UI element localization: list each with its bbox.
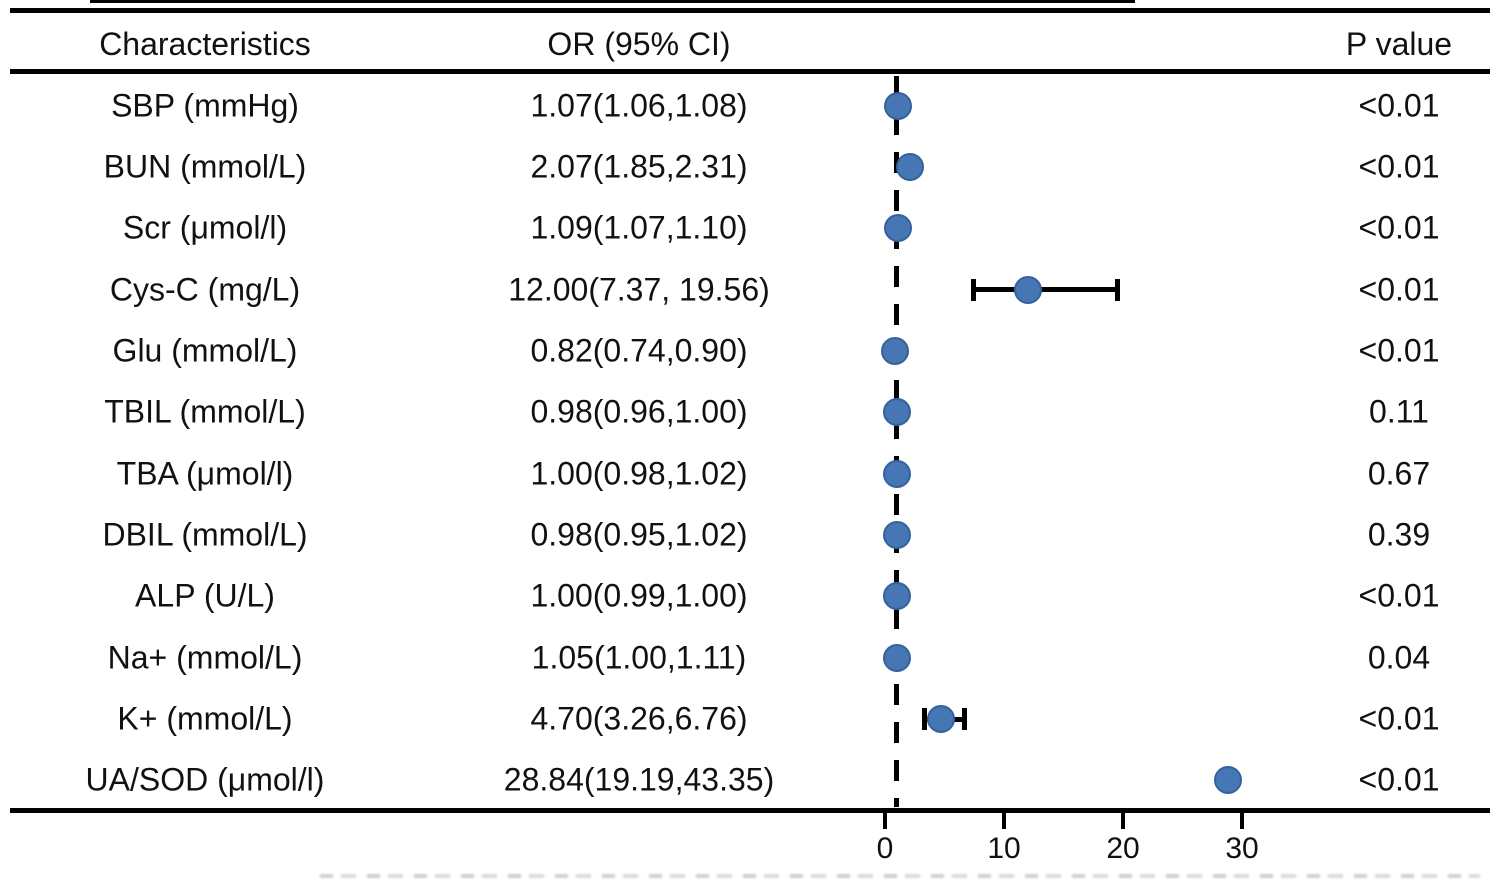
row-label: BUN (mmol/L) [103,148,307,185]
or-dot [1013,275,1042,304]
top-rule-thin [90,0,1135,3]
row-label: TBIL (mmol/L) [104,393,306,430]
row-or-ci: 0.98(0.96,1.00) [530,393,748,430]
row-p-value: 0.39 [1367,516,1431,553]
bottom-rule-axis [10,808,1490,813]
row-p-value: <0.01 [1358,209,1440,246]
row-p-value: 0.04 [1367,639,1431,676]
row-label: TBA (μmol/l) [116,455,294,492]
row-or-ci: 28.84(19.19,43.35) [503,761,775,798]
row-label: ALP (U/L) [135,577,275,614]
row-or-ci: 0.82(0.74,0.90) [530,332,748,369]
row-or-ci: 1.00(0.99,1.00) [530,577,748,614]
or-dot [882,398,911,427]
row-or-ci: 1.05(1.00,1.11) [531,639,747,676]
row-p-value: <0.01 [1358,577,1440,614]
axis-tick-label: 20 [1106,832,1140,865]
or-dot [895,153,924,182]
row-or-ci: 1.00(0.98,1.02) [530,455,748,492]
row-label: DBIL (mmol/L) [102,516,308,553]
or-dot [1214,766,1243,795]
axis-tick-label: 0 [876,832,894,865]
ci-whisker [972,287,1118,293]
row-or-ci: 1.07(1.06,1.08) [530,87,748,124]
axis-tick-label: 30 [1225,832,1259,865]
ci-cap-left [921,708,927,730]
row-label: K+ (mmol/L) [117,700,293,737]
reference-line-or1 [894,76,899,807]
row-p-value: <0.01 [1358,332,1440,369]
or-dot [883,91,912,120]
ci-cap-left [970,278,976,301]
axis-tick-mark [1240,812,1244,829]
row-label: Na+ (mmol/L) [107,639,303,676]
cropped-caption-remnant [320,874,1480,878]
row-p-value: <0.01 [1358,761,1440,798]
ci-cap-right [962,708,968,730]
row-p-value: <0.01 [1358,148,1440,185]
top-rule [10,8,1490,13]
axis-tick-label: 10 [987,832,1021,865]
row-or-ci: 12.00(7.37, 19.56) [508,271,770,308]
column-header-or-ci: OR (95% CI) [547,26,731,62]
ci-cap-right [1114,278,1120,301]
or-dot [882,582,911,611]
row-or-ci: 2.07(1.85,2.31) [530,148,748,185]
axis-tick-mark [883,812,887,829]
row-label: Cys-C (mg/L) [109,271,301,308]
row-p-value: 0.11 [1369,393,1429,430]
or-dot [882,459,911,488]
axis-tick-mark [1121,812,1125,829]
header-rule [10,69,1490,74]
row-p-value: <0.01 [1358,87,1440,124]
row-label: UA/SOD (μmol/l) [85,761,325,798]
or-dot [883,643,912,672]
row-p-value: <0.01 [1358,271,1440,308]
axis-tick-mark [1002,812,1006,829]
or-dot [926,705,955,733]
row-label: Scr (μmol/l) [122,209,288,246]
row-or-ci: 4.70(3.26,6.76) [530,700,748,737]
row-label: SBP (mmHg) [111,87,299,124]
or-dot [883,214,912,243]
or-dot [882,521,911,549]
row-or-ci: 0.98(0.95,1.02) [530,516,748,553]
row-p-value: <0.01 [1358,700,1440,737]
column-header-p-value: P value [1345,26,1453,62]
column-header-characteristics: Characteristics [99,26,311,62]
or-dot [880,337,909,366]
row-p-value: 0.67 [1367,455,1431,492]
row-label: Glu (mmol/L) [112,332,298,369]
row-or-ci: 1.09(1.07,1.10) [530,209,748,246]
